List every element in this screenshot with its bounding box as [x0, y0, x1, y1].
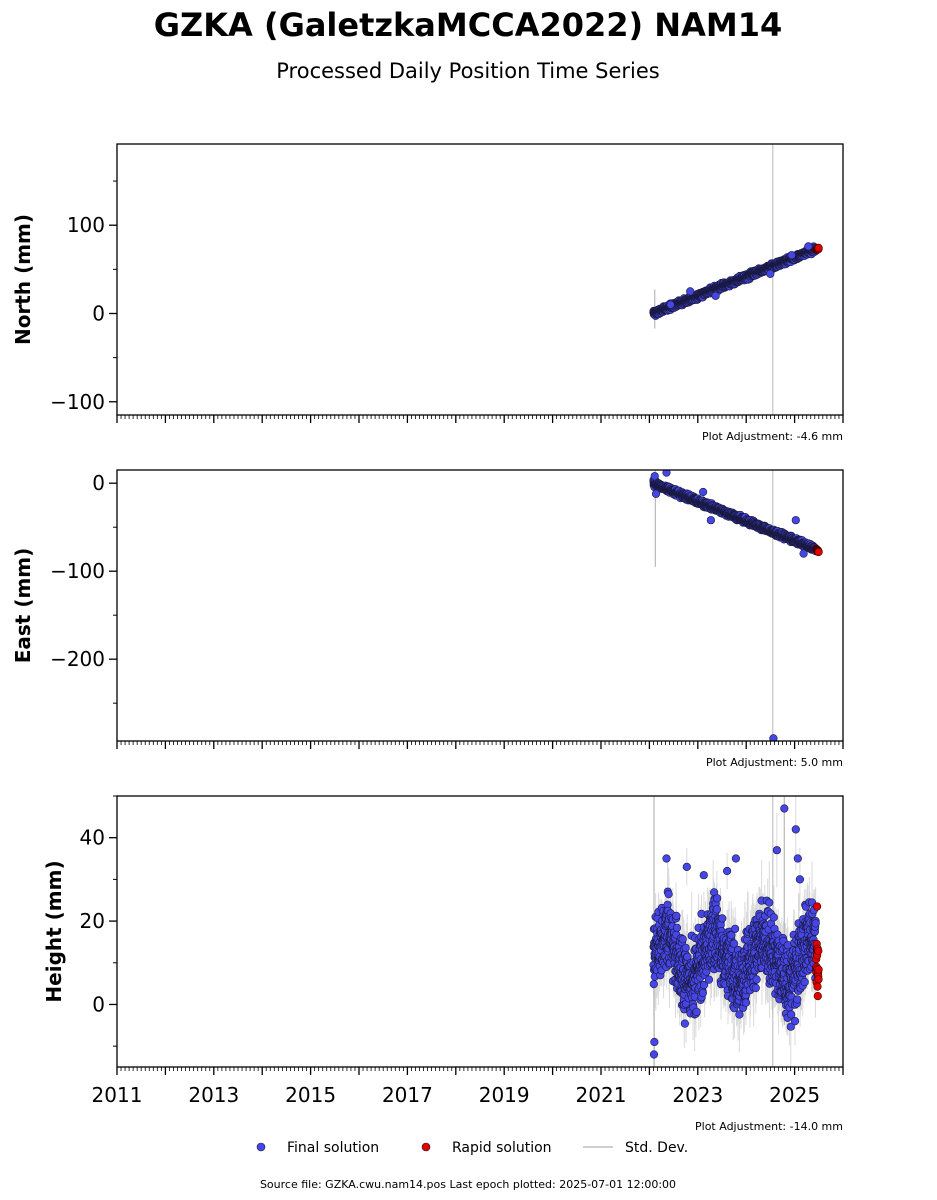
y-tick-label: −100 [50, 559, 105, 583]
plot-area [649, 470, 823, 741]
final-point [672, 923, 682, 932]
final-point [651, 489, 661, 498]
final-point [686, 287, 695, 296]
final-solution-points [649, 242, 820, 320]
final-point [678, 935, 687, 944]
y-tick-label: −100 [50, 390, 105, 414]
y-tick-label: 0 [92, 471, 105, 495]
final-point [766, 269, 775, 278]
plot-area [649, 144, 823, 415]
y-axis-label: North (mm) [11, 214, 35, 345]
final-point [799, 549, 808, 558]
final-point [672, 911, 681, 921]
y-tick-label: 100 [67, 213, 105, 237]
chart-subtitle: Processed Daily Position Time Series [276, 59, 660, 83]
rapid-point [814, 547, 823, 557]
final-point [664, 889, 673, 899]
y-axis-label: East (mm) [11, 548, 35, 664]
final-solution-points [649, 470, 820, 741]
final-point [649, 979, 658, 989]
rapid-solution-points [811, 544, 823, 557]
final-point [769, 734, 778, 741]
east-panel: −200 −100 0 East (mm) [11, 469, 844, 749]
final-point [650, 472, 659, 481]
rapid-solution-points [811, 243, 823, 255]
y-tick-label: −200 [50, 647, 105, 671]
final-point [706, 516, 716, 525]
final-point [698, 487, 708, 497]
final-point [804, 242, 813, 251]
final-point [666, 300, 675, 309]
final-point [711, 291, 720, 300]
y-tick-label: 0 [92, 301, 105, 325]
rapid-point [814, 243, 823, 253]
final-point [662, 470, 671, 477]
plot-area [649, 796, 823, 1067]
final-point [791, 516, 800, 525]
final-solution-points [649, 804, 820, 1059]
north-panel: −100 0 100 North (mm) [11, 143, 844, 423]
final-point [787, 251, 796, 260]
chart-title: GZKA (GaletzkaMCCA2022) NAM14 [154, 6, 782, 44]
